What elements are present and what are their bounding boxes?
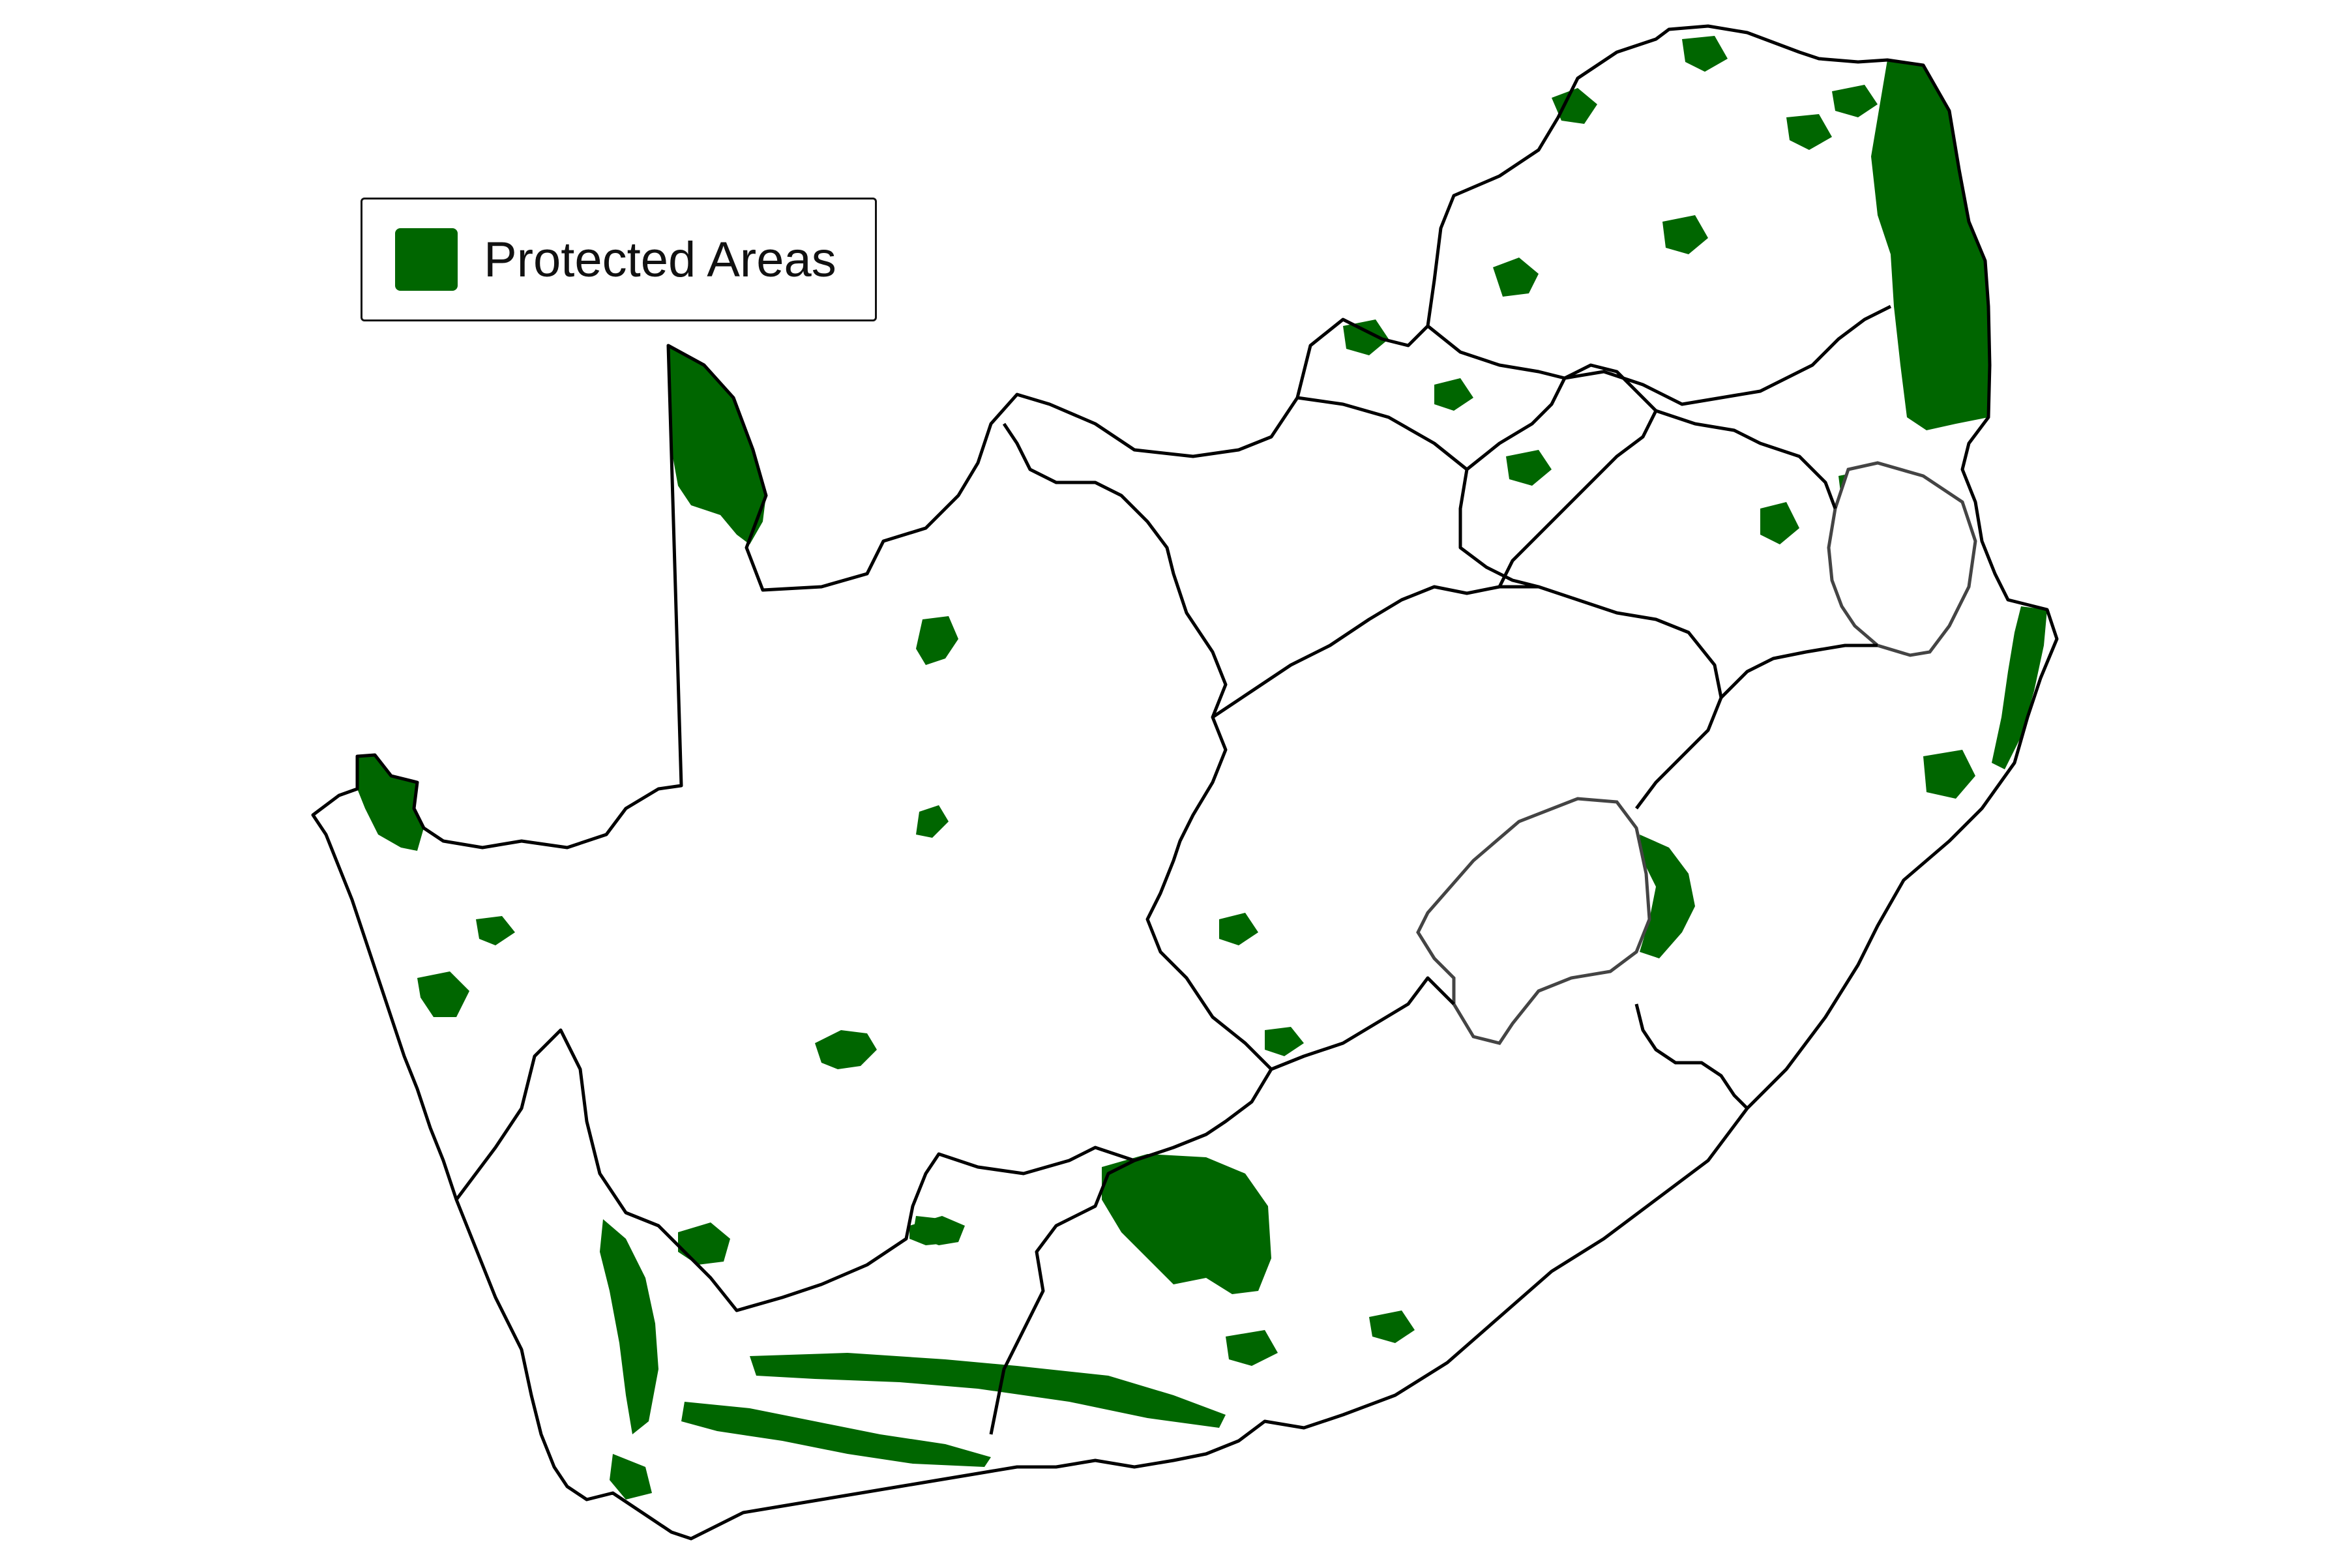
- boundary-kzn-south: [1634, 1003, 1749, 1110]
- legend-label-protected-areas: Protected Areas: [484, 231, 836, 288]
- protected-area-patch: [610, 1454, 652, 1500]
- protected-area-patch: [1369, 1310, 1415, 1343]
- boundary-mpumalanga: [1655, 409, 1837, 509]
- protected-area-patch: [1832, 85, 1878, 117]
- protected-area-patch: [476, 916, 515, 945]
- protected-area-patch: [1265, 1027, 1304, 1056]
- map-legend: Protected Areas: [361, 198, 877, 321]
- protected-area-swartberg: [750, 1353, 1226, 1428]
- protected-area-drakensberg: [1640, 835, 1695, 958]
- protected-area-patch: [1343, 319, 1389, 355]
- protected-area-patch: [1226, 1330, 1278, 1366]
- protected-area-patch: [916, 805, 949, 838]
- boundary-kzn: [1720, 643, 1878, 699]
- protected-area-patch: [417, 971, 469, 1017]
- boundary-limpopo-south: [1426, 304, 1892, 406]
- protected-area-richtersveld: [357, 755, 424, 851]
- protected-area-kruger: [1871, 60, 1990, 430]
- protected-areas-layer: [357, 36, 2047, 1500]
- protected-area-cederberg: [600, 1219, 658, 1434]
- protected-area-patch: [1786, 114, 1832, 150]
- protected-area-baviaanskloof: [1102, 1154, 1271, 1294]
- protected-area-patch: [678, 1222, 730, 1265]
- protected-area-patch: [1760, 502, 1799, 544]
- protected-area-patch: [1219, 913, 1258, 945]
- boundary-northern-cape-east: [1002, 422, 1273, 1162]
- legend-swatch-protected-areas: [395, 228, 458, 291]
- boundary-free-state-south: [1271, 976, 1455, 1071]
- protected-area-langeberg: [681, 1402, 991, 1467]
- protected-area-karoo: [815, 1030, 877, 1069]
- protected-area-kgalagadi: [668, 346, 766, 544]
- protected-area-patch: [1506, 450, 1552, 486]
- protected-area-patch: [1493, 258, 1539, 297]
- boundary-northern-western-cape: [455, 1028, 1135, 1312]
- protected-area-patch: [1662, 215, 1708, 254]
- protected-area-patch: [916, 616, 958, 665]
- protected-area-patch: [913, 1216, 958, 1245]
- boundary-gauteng: [1466, 363, 1658, 588]
- eswatini-border: [1827, 461, 1977, 657]
- boundary-free-state: [1211, 585, 1723, 810]
- south-africa-outline: [311, 24, 2059, 1541]
- protected-area-patch: [1434, 378, 1473, 411]
- province-borders-layer: [311, 24, 2059, 1541]
- protected-area-patch: [1552, 88, 1597, 124]
- protected-area-patch: [1923, 750, 1975, 799]
- neighbor-borders-layer: [1416, 461, 1977, 1045]
- protected-area-patch: [1682, 36, 1728, 72]
- lesotho-border: [1416, 797, 1651, 1045]
- protected-area-isimangaliso: [1992, 606, 2047, 769]
- boundary-north-west: [1297, 396, 1539, 589]
- boundary-western-eastern-cape: [989, 1159, 1136, 1435]
